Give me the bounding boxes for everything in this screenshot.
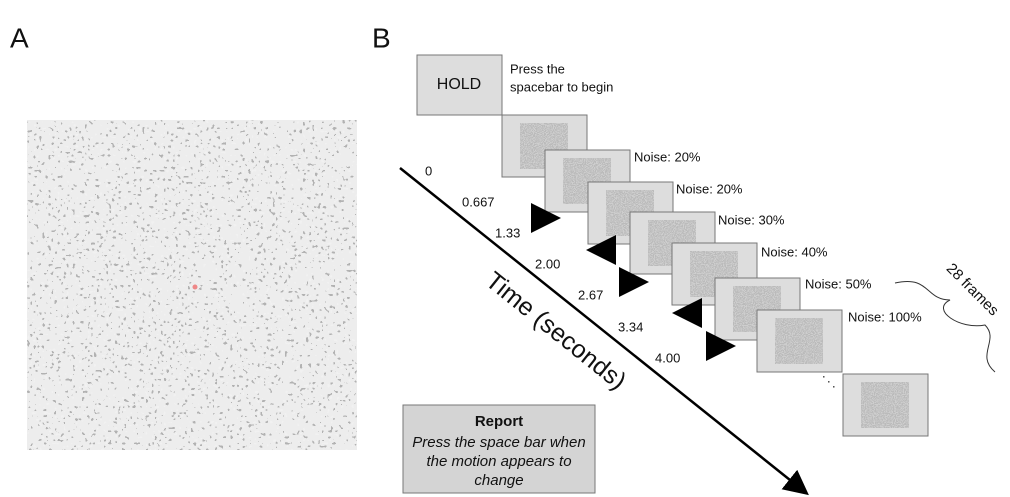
hold-label: HOLD [437,76,481,93]
frames-label: 28 frames [943,260,1002,319]
report-title: Report [475,413,523,430]
noise-label: Noise: 100% [848,309,922,324]
instruction: Press the [510,61,565,76]
noise-label: Noise: 50% [805,276,872,291]
ellipsis: . [827,370,831,385]
noise-label: Noise: 20% [676,181,743,196]
instruction: spacebar to begin [510,79,613,94]
noise-label: Noise: 20% [634,149,701,164]
noise-stimulus [27,120,357,450]
figure: A B HOLD Press the spacebar to begin Tim… [0,0,1010,497]
report-line: change [474,472,523,489]
noise-label: Noise: 40% [761,244,828,259]
report-line: Press the space bar when [412,434,585,451]
time-label: 1.33 [495,225,520,240]
frame-noise [775,318,823,364]
timeline-label: Time (seconds) [480,266,631,395]
ellipsis: . [822,365,826,380]
time-label: 2.00 [535,256,560,271]
noise-label: Noise: 30% [718,212,785,227]
ellipsis: . [832,375,836,390]
time-label: 0.667 [462,194,495,209]
time-label: 2.67 [578,287,603,302]
fixation-dot [193,285,198,290]
report-line: the motion appears to [426,453,571,470]
time-label: 4.00 [655,350,680,365]
panel-label: A [10,22,29,53]
time-label: 3.34 [618,319,643,334]
time-label: 0 [425,163,432,178]
frame-noise [861,382,909,428]
panel-label: B [372,22,391,53]
